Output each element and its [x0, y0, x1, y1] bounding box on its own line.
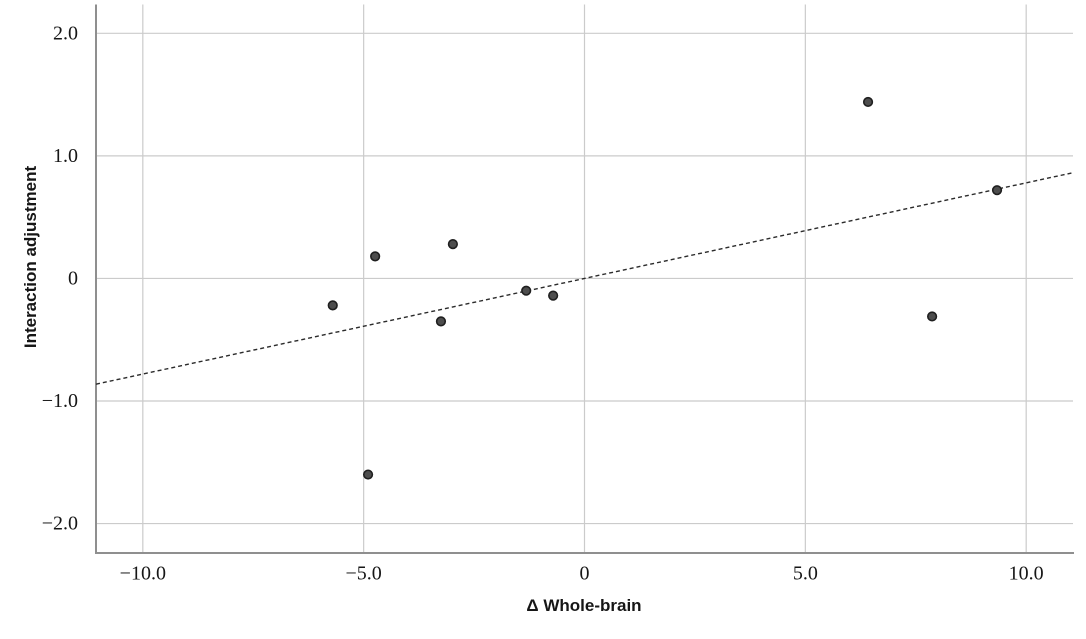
trend-line: [95, 172, 1074, 385]
y-axis-title: Interaction adjustment: [21, 165, 40, 349]
x-tick-label: −10.0: [120, 563, 166, 585]
x-tick-label: −5.0: [346, 563, 382, 585]
data-point: [447, 239, 458, 250]
data-point: [362, 469, 374, 480]
data-point: [927, 311, 938, 322]
data-point: [991, 185, 1003, 196]
x-tick-label: 0: [580, 563, 590, 585]
data-point: [548, 290, 559, 301]
y-tick-label: 0: [68, 267, 78, 289]
y-tick-label: −1.0: [42, 390, 78, 412]
y-tick-label: 2.0: [53, 22, 78, 44]
x-axis-title: Δ Whole-brain: [526, 596, 642, 615]
y-tick-label: −2.0: [42, 513, 78, 535]
x-tick-label: 5.0: [793, 563, 818, 585]
data-point: [862, 96, 874, 108]
data-point: [370, 251, 381, 262]
data-point: [521, 285, 532, 296]
data-point: [435, 316, 447, 327]
y-tick-label: 1.0: [53, 145, 78, 167]
data-point: [327, 300, 338, 311]
x-tick-label: 10.0: [1009, 563, 1044, 585]
